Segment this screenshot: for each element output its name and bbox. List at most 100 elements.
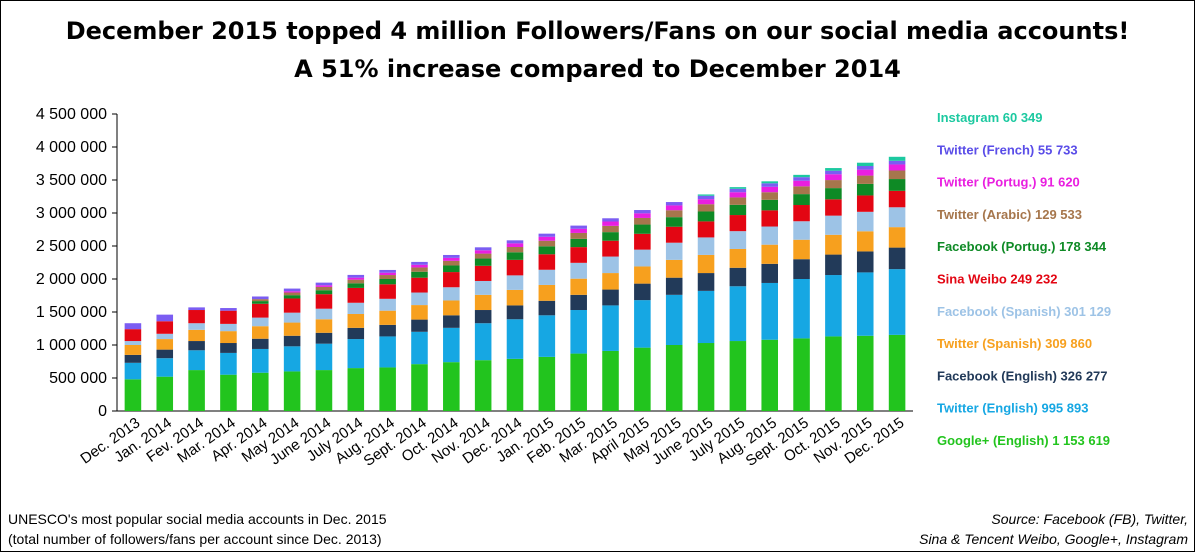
bar-segment — [761, 282, 778, 340]
bar-segment — [793, 259, 810, 279]
bar-segment — [220, 374, 237, 411]
bar-segment — [697, 343, 715, 411]
bar-segment — [602, 256, 619, 274]
bar-segment — [634, 300, 651, 348]
bar-segment — [220, 331, 237, 344]
bar-segment — [188, 341, 205, 351]
bar-segment — [729, 187, 747, 189]
bar-segment — [124, 341, 142, 345]
bar-segment — [220, 308, 237, 311]
bar-segment — [252, 338, 269, 349]
bar-segment — [825, 170, 842, 175]
legend-entry: Twitter (Arabic) 129 533 — [937, 207, 1082, 222]
bar-segment — [602, 232, 619, 241]
bar-segment — [602, 305, 619, 351]
bar-segment — [188, 370, 205, 411]
bar-segment — [443, 265, 460, 273]
footnote: UNESCO's most popular social media accou… — [8, 509, 387, 549]
bar-segment — [411, 319, 428, 332]
bar-segment — [443, 254, 460, 258]
bar-segment — [506, 259, 524, 276]
bar-segment — [602, 350, 619, 411]
bar-segment — [761, 199, 778, 211]
bar-segment — [761, 183, 778, 187]
bar-segment — [856, 231, 874, 252]
bar-segment — [347, 368, 365, 411]
bar-segment — [156, 321, 174, 334]
bar-segment — [761, 226, 778, 245]
bar-segment — [188, 310, 205, 324]
bar-segment — [697, 221, 715, 238]
bar-segment — [697, 194, 715, 196]
bar-segment — [443, 327, 460, 363]
bar-segment — [665, 345, 683, 411]
bar-segment — [665, 277, 683, 295]
bar-segment — [252, 299, 269, 302]
bar-segment — [856, 162, 874, 167]
bar-segment — [156, 339, 174, 350]
bar-segment — [729, 192, 747, 198]
bar-segment — [252, 326, 269, 339]
bar-segment — [825, 174, 842, 181]
bar-segment — [474, 250, 492, 254]
bar-segment — [379, 298, 396, 311]
footnote-line-2: (total number of followers/fans per acco… — [8, 531, 382, 547]
bar-segment — [888, 227, 906, 248]
legend-entry: Facebook (Portug.) 178 344 — [937, 239, 1107, 254]
bar-segment — [443, 315, 460, 328]
bar-segment — [252, 296, 269, 300]
bar-segment — [602, 221, 619, 226]
bar-segment — [443, 287, 460, 301]
bar-segment — [283, 346, 301, 372]
bar-segment — [570, 238, 587, 248]
bar-segment — [570, 278, 587, 295]
bar-segment — [506, 275, 524, 290]
bar-segment — [761, 192, 778, 200]
bar-segment — [888, 164, 906, 171]
bar-segment — [793, 338, 810, 411]
bar-segment — [506, 358, 524, 411]
bar-segment — [825, 275, 842, 337]
bar-segment — [888, 179, 906, 191]
bar-segment — [570, 294, 587, 311]
bar-segment — [379, 279, 396, 285]
bar-segment — [506, 243, 524, 247]
bar-segment — [188, 307, 205, 311]
bar-segment — [124, 379, 142, 411]
bar-segment — [538, 300, 556, 316]
bar-segment — [411, 364, 428, 411]
bar-segment — [634, 283, 651, 301]
bar-segment — [634, 213, 651, 218]
y-tick-label: 2 000 000 — [36, 271, 107, 288]
y-tick-label: 2 500 000 — [36, 238, 107, 255]
bar-segment — [443, 272, 460, 288]
bar-segment — [379, 336, 396, 368]
bar-segment — [474, 280, 492, 295]
bar-segment — [411, 305, 428, 320]
bar-segment — [474, 265, 492, 281]
bar-segment — [665, 242, 683, 260]
bar-segment — [124, 362, 142, 380]
bar-segment — [411, 267, 428, 272]
bar-segment — [538, 233, 556, 237]
bar-segment — [411, 277, 428, 293]
bar-segment — [665, 226, 683, 243]
bar-segment — [283, 322, 301, 336]
bar-segment — [634, 233, 651, 250]
bar-segment — [825, 254, 842, 276]
bar-segment — [825, 180, 842, 189]
bar-segment — [888, 160, 906, 165]
bar-segment — [347, 279, 365, 284]
bar-segment — [793, 239, 810, 260]
bar-segment — [602, 289, 619, 306]
bar-segment — [347, 313, 365, 328]
bar-segment — [761, 186, 778, 193]
bar-segment — [347, 302, 365, 314]
legend-entry: Twitter (French) 55 733 — [937, 142, 1078, 157]
bar-segment — [697, 204, 715, 212]
bar-segment — [506, 252, 524, 260]
bar-segment — [220, 343, 237, 353]
bar-segment — [888, 207, 906, 228]
